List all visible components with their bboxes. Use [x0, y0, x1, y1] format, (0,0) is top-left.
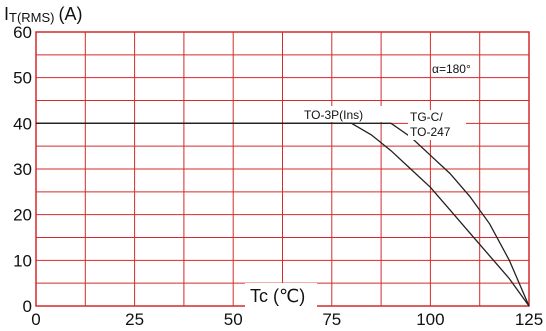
- y-tick-label: 20: [13, 206, 32, 225]
- series-line-2: [36, 122, 530, 307]
- angle-annotation: α=180°: [432, 62, 471, 76]
- y-tick-label: 0: [23, 297, 32, 316]
- y-axis-label-sub: T(RMS): [9, 10, 55, 25]
- y-tick-label: 10: [13, 251, 32, 270]
- series-lines: [36, 122, 530, 307]
- x-axis-label: Tc (℃): [250, 286, 305, 306]
- x-tick-label: 125: [515, 310, 543, 329]
- x-tick-label: 25: [125, 310, 144, 329]
- tgc-label-bg: [408, 110, 466, 140]
- to3p-label: TO-3P(Ins): [304, 108, 363, 122]
- y-tick-label: 30: [13, 160, 32, 179]
- x-tick-label: 75: [322, 310, 341, 329]
- y-axis-label-unit: (A): [59, 4, 83, 24]
- x-tick-label: 50: [224, 310, 243, 329]
- to3p-label-bg: [302, 106, 382, 122]
- y-tick-labels: 0 10 20 30 40 50 60: [13, 23, 32, 316]
- y-axis-label-main: I: [4, 4, 9, 24]
- y-tick-label: 50: [13, 69, 32, 88]
- series-line-1: [36, 122, 530, 307]
- x-axis-label-bg: [245, 283, 317, 307]
- tgc-label-line2: TO-247: [410, 125, 451, 139]
- y-axis-label: IT(RMS) (A): [4, 4, 83, 25]
- x-tick-labels: 0 25 50 75 100 125: [31, 310, 543, 329]
- x-tick-label: 0: [31, 310, 40, 329]
- y-tick-label: 40: [13, 114, 32, 133]
- y-tick-label: 60: [13, 23, 32, 42]
- tgc-label-line1: TG-C/: [410, 110, 443, 124]
- x-tick-label: 100: [416, 310, 444, 329]
